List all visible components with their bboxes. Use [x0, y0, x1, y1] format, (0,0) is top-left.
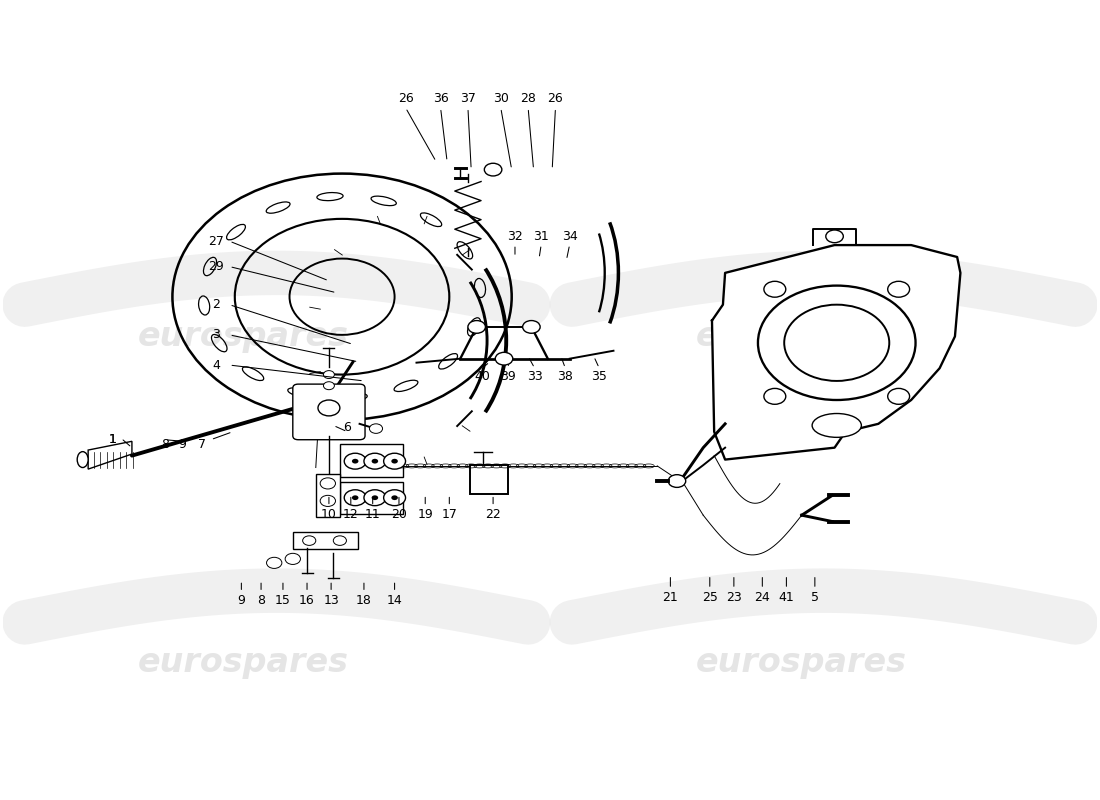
Bar	[470, 465, 508, 494]
Text: 40: 40	[474, 370, 491, 382]
Text: 1: 1	[108, 434, 117, 446]
FancyBboxPatch shape	[293, 384, 365, 440]
Circle shape	[352, 495, 359, 500]
Circle shape	[352, 458, 359, 463]
Text: 32: 32	[507, 230, 522, 243]
Text: 6: 6	[343, 422, 352, 434]
Circle shape	[392, 495, 398, 500]
Text: 30: 30	[493, 92, 508, 105]
Text: 11: 11	[365, 508, 381, 521]
Text: 1: 1	[108, 434, 117, 446]
Text: 12: 12	[343, 508, 359, 521]
Text: 8: 8	[161, 438, 168, 451]
Text: 10: 10	[321, 508, 337, 521]
Bar	[340, 444, 404, 477]
Circle shape	[318, 400, 340, 416]
Circle shape	[392, 458, 398, 463]
Text: 29: 29	[208, 260, 224, 273]
Text: 21: 21	[662, 590, 679, 603]
Text: eurospares: eurospares	[696, 320, 907, 353]
Circle shape	[372, 458, 378, 463]
Text: 9: 9	[178, 438, 186, 451]
Circle shape	[333, 536, 346, 546]
Text: 8: 8	[257, 594, 265, 606]
Circle shape	[888, 389, 910, 404]
Text: 31: 31	[534, 230, 549, 243]
Circle shape	[468, 321, 485, 334]
Circle shape	[266, 558, 282, 569]
Text: 26: 26	[398, 92, 414, 105]
Text: 17: 17	[441, 508, 458, 521]
Circle shape	[763, 389, 785, 404]
Ellipse shape	[77, 452, 88, 467]
Text: 14: 14	[387, 594, 403, 606]
Circle shape	[495, 352, 513, 365]
Polygon shape	[712, 245, 960, 459]
Text: 36: 36	[432, 92, 449, 105]
Text: 35: 35	[592, 370, 607, 382]
Text: 9: 9	[238, 594, 245, 606]
Polygon shape	[88, 442, 132, 469]
Circle shape	[372, 495, 378, 500]
Ellipse shape	[812, 414, 861, 438]
Text: 13: 13	[323, 594, 339, 606]
Circle shape	[668, 474, 685, 487]
Circle shape	[826, 230, 844, 242]
Circle shape	[323, 370, 334, 378]
Text: 26: 26	[548, 92, 563, 105]
Circle shape	[320, 495, 336, 506]
Text: 23: 23	[726, 590, 741, 603]
Text: 16: 16	[299, 594, 315, 606]
Text: 41: 41	[779, 590, 794, 603]
Text: 28: 28	[520, 92, 536, 105]
Text: 38: 38	[558, 370, 573, 382]
Text: 7: 7	[198, 438, 206, 451]
Text: 24: 24	[755, 590, 770, 603]
Circle shape	[285, 554, 300, 565]
Text: 4: 4	[212, 358, 220, 371]
Bar	[340, 482, 404, 514]
Text: 5: 5	[811, 590, 818, 603]
Text: 20: 20	[390, 508, 407, 521]
Text: 33: 33	[527, 370, 542, 382]
Text: 22: 22	[485, 508, 501, 521]
Circle shape	[370, 424, 383, 434]
Circle shape	[344, 490, 366, 506]
Text: eurospares: eurospares	[139, 320, 349, 353]
Text: 2: 2	[212, 298, 220, 311]
Circle shape	[302, 536, 316, 546]
Circle shape	[384, 490, 406, 506]
Circle shape	[364, 490, 386, 506]
Text: 39: 39	[500, 370, 516, 382]
Text: 27: 27	[208, 234, 224, 248]
Text: 15: 15	[275, 594, 290, 606]
Text: 25: 25	[702, 590, 717, 603]
Circle shape	[888, 282, 910, 297]
Text: 37: 37	[460, 92, 476, 105]
Text: 19: 19	[417, 508, 433, 521]
Bar	[316, 474, 340, 517]
Circle shape	[323, 382, 334, 390]
Circle shape	[522, 321, 540, 334]
Circle shape	[364, 454, 386, 469]
Text: eurospares: eurospares	[139, 646, 349, 678]
Circle shape	[384, 454, 406, 469]
Text: 34: 34	[562, 230, 578, 243]
Text: 18: 18	[356, 594, 372, 606]
Bar	[293, 532, 359, 550]
Circle shape	[320, 478, 336, 489]
Text: 3: 3	[212, 328, 220, 342]
Circle shape	[763, 282, 785, 297]
Circle shape	[344, 454, 366, 469]
Circle shape	[484, 163, 502, 176]
Text: eurospares: eurospares	[696, 646, 907, 678]
